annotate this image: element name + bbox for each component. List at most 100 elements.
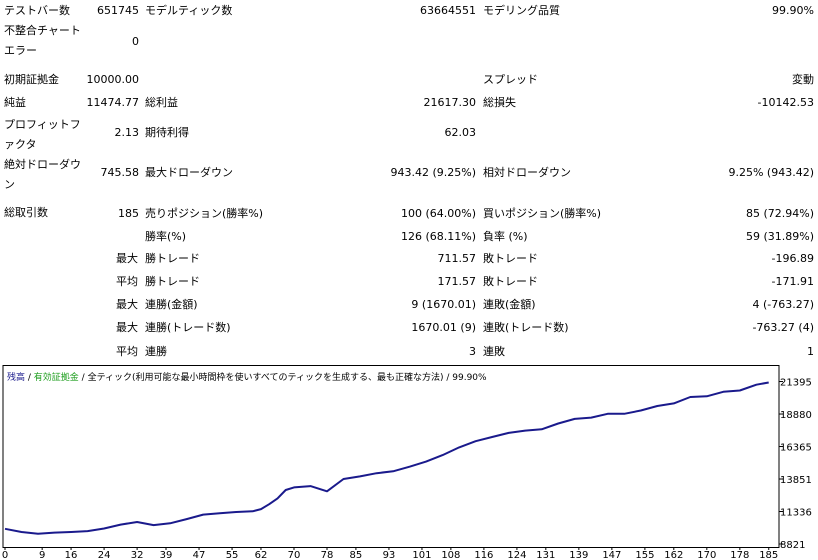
abs-drawdown-label: 絶対ドローダウン bbox=[4, 158, 81, 191]
x-tick-label: 24 bbox=[98, 550, 111, 560]
consec-loss-amount-label: 連敗(金額) bbox=[483, 298, 536, 311]
total-trades-label: 総取引数 bbox=[4, 206, 48, 219]
mismatch-value: 0 bbox=[132, 35, 139, 48]
long-positions-label: 買いポジション(勝率%) bbox=[483, 207, 602, 220]
bars-value: 651745 bbox=[97, 4, 139, 17]
consec-loss-count-value: -763.27 (4) bbox=[752, 321, 814, 334]
total-trades-value: 185 bbox=[118, 207, 139, 220]
x-tick-label: 139 bbox=[569, 550, 588, 560]
profit-factor-label: プロフィットファクタ bbox=[4, 118, 81, 151]
y-tick-label: 13851 bbox=[780, 475, 812, 486]
x-tick-label: 93 bbox=[383, 550, 396, 560]
avg-prefix: 平均 bbox=[116, 275, 138, 288]
x-tick-label: 178 bbox=[730, 550, 749, 560]
loss-rate-value: 59 (31.89%) bbox=[745, 230, 814, 243]
x-tick-label: 62 bbox=[255, 550, 268, 560]
chart-legend: 残高 / 有効証拠金 / 全ティック(利用可能な最小時間枠を使いすべてのティック… bbox=[7, 370, 487, 383]
consec-win-count-label: 連勝(トレード数) bbox=[145, 321, 231, 334]
x-tick-label: 47 bbox=[193, 550, 206, 560]
max-prefix-2: 最大 bbox=[116, 298, 138, 311]
spread-value: 変動 bbox=[792, 73, 814, 86]
y-tick-label: 8821 bbox=[780, 540, 805, 551]
avg-consec-loss-value: 1 bbox=[807, 345, 814, 358]
x-tick-label: 9 bbox=[39, 550, 45, 560]
ticks-value: 63664551 bbox=[420, 4, 476, 17]
balance-chart: 21395 18880 16365 13851 11336 8821 0 9 16 24 32 39 4… bbox=[0, 365, 818, 560]
max-loss-value: -196.89 bbox=[771, 252, 814, 265]
win-rate-label: 勝率(%) bbox=[145, 230, 187, 243]
balance-line bbox=[4, 381, 769, 535]
x-tick-label: 147 bbox=[602, 550, 621, 560]
x-tick-label: 32 bbox=[131, 550, 144, 560]
max-drawdown-value: 943.42 (9.25%) bbox=[390, 166, 476, 179]
deposit-value: 10000.00 bbox=[86, 73, 140, 86]
expected-payoff-value: 62.03 bbox=[444, 126, 477, 139]
quality-value: 99.90% bbox=[772, 4, 814, 17]
net-label: 純益 bbox=[4, 96, 26, 109]
x-tick-label: 108 bbox=[441, 550, 460, 560]
gross-loss-label: 総損失 bbox=[483, 96, 516, 109]
consec-loss-count-label: 連敗(トレード数) bbox=[483, 321, 569, 334]
abs-drawdown-value: 745.58 bbox=[100, 166, 140, 179]
x-tick-label: 185 bbox=[759, 550, 778, 560]
balance-chart-svg: 21395 18880 16365 13851 11336 8821 0 9 16 24 32 39 4… bbox=[2, 365, 812, 560]
bars-label: テストバー数 bbox=[4, 4, 70, 17]
avg-loss-value: -171.91 bbox=[771, 275, 814, 288]
avg-loss-label: 敗トレード bbox=[483, 275, 538, 288]
y-tick-label: 16365 bbox=[780, 443, 812, 454]
rel-drawdown-label: 相対ドローダウン bbox=[483, 166, 571, 179]
x-tick-label: 101 bbox=[412, 550, 431, 560]
y-tick-label: 11336 bbox=[780, 508, 812, 519]
deposit-label: 初期証拠金 bbox=[4, 73, 59, 86]
loss-rate-label: 負率 (%) bbox=[483, 230, 528, 243]
x-tick-label: 116 bbox=[474, 550, 493, 560]
short-positions-label: 売りポジション(勝率%) bbox=[145, 207, 264, 220]
legend-separator-1: / bbox=[25, 373, 34, 383]
spread-label: スプレッド bbox=[483, 73, 538, 86]
profit-factor-value: 2.13 bbox=[114, 126, 140, 139]
y-tick-label: 18880 bbox=[780, 410, 812, 421]
expected-payoff-label: 期待利得 bbox=[145, 126, 189, 139]
consec-win-amount-value: 9 (1670.01) bbox=[411, 298, 476, 311]
max-prefix: 最大 bbox=[116, 252, 138, 265]
short-positions-value: 100 (64.00%) bbox=[400, 207, 476, 220]
y-tick-label: 21395 bbox=[780, 378, 812, 389]
x-tick-label: 85 bbox=[350, 550, 363, 560]
legend-equity: 有効証拠金 bbox=[33, 373, 79, 383]
x-tick-label: 170 bbox=[697, 550, 716, 560]
rel-drawdown-value: 9.25% (943.42) bbox=[728, 166, 814, 179]
max-win-label: 勝トレード bbox=[145, 252, 200, 265]
long-positions-value: 85 (72.94%) bbox=[745, 207, 814, 220]
net-value: 11474.77 bbox=[86, 96, 140, 109]
avg-consec-win-label: 連勝 bbox=[145, 345, 167, 358]
legend-separator-2: / bbox=[78, 373, 88, 383]
legend-description: 全ティック(利用可能な最小時間枠を使いすべてのティックを生成する、最も正確な方法… bbox=[87, 373, 487, 383]
gross-profit-label: 総利益 bbox=[145, 96, 178, 109]
x-tick-label: 0 bbox=[2, 550, 8, 560]
x-tick-label: 16 bbox=[65, 550, 78, 560]
consec-loss-amount-value: 4 (-763.27) bbox=[752, 298, 814, 311]
max-prefix-3: 最大 bbox=[116, 321, 138, 334]
x-tick-label: 39 bbox=[160, 550, 173, 560]
max-drawdown-label: 最大ドローダウン bbox=[145, 166, 233, 179]
legend-balance: 残高 bbox=[7, 373, 26, 383]
max-loss-label: 敗トレード bbox=[483, 252, 538, 265]
chart-frame bbox=[2, 365, 780, 548]
avg-consec-win-value: 3 bbox=[469, 345, 476, 358]
avg-win-value: 171.57 bbox=[437, 275, 477, 288]
avg-prefix-2: 平均 bbox=[116, 345, 138, 358]
max-win-value: 711.57 bbox=[437, 252, 477, 265]
x-tick-label: 162 bbox=[664, 550, 683, 560]
x-tick-label: 70 bbox=[288, 550, 301, 560]
mismatch-label: 不整合チャートエラー bbox=[4, 24, 81, 57]
x-tick-label: 131 bbox=[536, 550, 555, 560]
gross-profit-value: 21617.30 bbox=[423, 96, 477, 109]
x-tick-label: 155 bbox=[635, 550, 654, 560]
consec-win-count-value: 1670.01 (9) bbox=[411, 321, 476, 334]
consec-win-amount-label: 連勝(金額) bbox=[145, 298, 198, 311]
quality-label: モデリング品質 bbox=[483, 4, 560, 17]
gross-loss-value: -10142.53 bbox=[757, 96, 814, 109]
ticks-label: モデルティック数 bbox=[145, 4, 233, 17]
avg-consec-loss-label: 連敗 bbox=[483, 345, 505, 358]
win-rate-value: 126 (68.11%) bbox=[400, 230, 476, 243]
